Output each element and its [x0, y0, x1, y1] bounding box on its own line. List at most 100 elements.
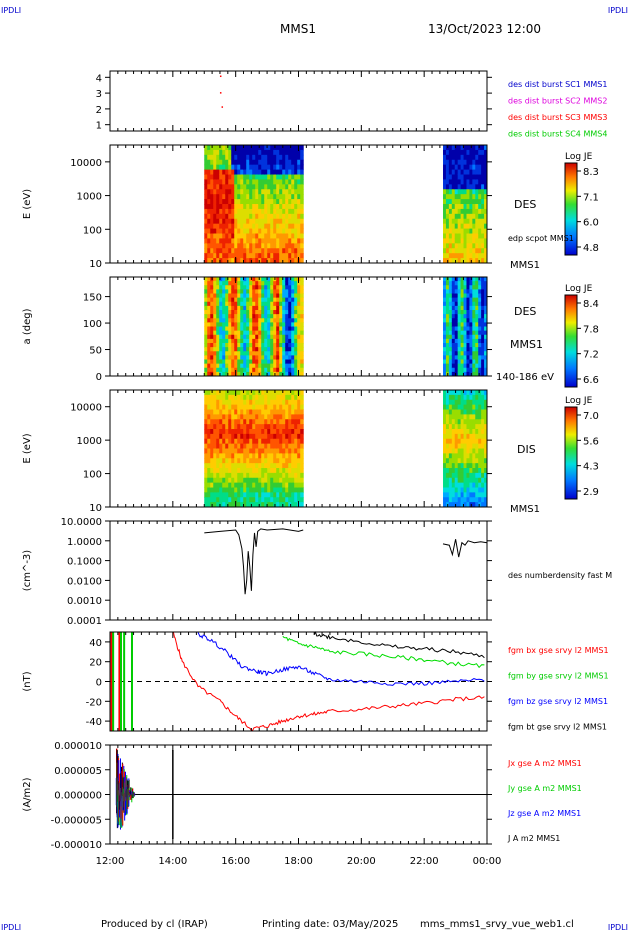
heatmap-cell — [258, 334, 262, 340]
heatmap-cell — [219, 213, 223, 220]
heatmap-cell — [255, 502, 259, 508]
heatmap-cell — [264, 419, 268, 425]
heatmap-cell — [279, 477, 283, 484]
heatmap-cell — [448, 293, 453, 299]
heatmap-cell — [270, 228, 274, 234]
heatmap-cell — [282, 154, 286, 161]
heatmap-cell — [255, 199, 259, 205]
heatmap-cell — [279, 404, 283, 410]
heatmap-cell — [267, 443, 271, 449]
heatmap-cell — [463, 453, 467, 459]
heatmap-cell — [222, 487, 226, 493]
heatmap-cell — [255, 301, 259, 307]
heatmap-cell — [294, 347, 298, 352]
heatmap-cell — [484, 326, 488, 332]
heatmap-cell — [288, 343, 292, 348]
heatmap-cell — [237, 243, 241, 249]
heatmap-cell — [216, 145, 220, 151]
heatmap-cell — [445, 343, 450, 348]
heatmap-cell — [204, 347, 208, 352]
heatmap-cell — [469, 318, 473, 323]
heatmap-cell — [219, 438, 223, 445]
heatmap-cell — [294, 164, 298, 171]
heatmap-cell — [478, 285, 482, 290]
dis-energy-colorbar-label-2: 5.6 — [583, 436, 599, 447]
heatmap-cell — [261, 253, 265, 259]
heatmap-cell — [463, 355, 467, 360]
heatmap-cell — [210, 248, 214, 254]
heatmap-cell — [472, 314, 476, 319]
heatmap-cell — [475, 326, 479, 332]
heatmap-cell — [282, 502, 286, 508]
heatmap-cell — [213, 248, 217, 254]
heatmap-cell — [264, 482, 268, 488]
heatmap-cell — [270, 355, 274, 360]
heatmap-cell — [240, 330, 244, 336]
heatmap-cell — [225, 169, 229, 175]
heatmap-cell — [475, 482, 479, 488]
heatmap-cell — [228, 424, 232, 430]
heatmap-cell — [300, 228, 304, 234]
heatmap-cell — [213, 238, 217, 244]
heatmap-cell — [228, 213, 232, 220]
heatmap-cell — [243, 301, 247, 307]
heatmap-cell — [279, 443, 283, 449]
heatmap-cell — [460, 371, 465, 377]
heatmap-cell — [240, 179, 244, 185]
heatmap-cell — [222, 154, 226, 161]
heatmap-cell — [481, 238, 485, 244]
heatmap-cell — [445, 448, 450, 454]
heatmap-cell — [443, 409, 447, 415]
heatmap-cell — [294, 184, 298, 190]
heatmap-cell — [228, 338, 232, 344]
heatmap-cell — [276, 359, 280, 365]
heatmap-cell — [484, 453, 488, 459]
heatmap-cell — [231, 502, 235, 508]
heatmap-cell — [300, 204, 304, 210]
heatmap-cell — [270, 285, 274, 290]
heatmap-cell — [216, 334, 220, 340]
heatmap-cell — [451, 404, 456, 410]
heatmap-cell — [481, 233, 485, 239]
heatmap-cell — [460, 174, 465, 180]
heatmap-cell — [297, 204, 301, 210]
heatmap-cell — [478, 429, 482, 435]
heatmap-cell — [481, 448, 485, 454]
y-axis-label-magnetic_field: (nT) — [22, 671, 33, 691]
heatmap-cell — [213, 204, 217, 210]
heatmap-cell — [463, 223, 467, 230]
heatmap-cell — [261, 169, 265, 175]
heatmap-cell — [294, 314, 298, 319]
heatmap-cell — [252, 433, 256, 440]
heatmap-cell — [204, 334, 208, 340]
heatmap-cell — [252, 394, 256, 401]
heatmap-cell — [463, 419, 467, 425]
heatmap-cell — [270, 482, 274, 488]
heatmap-cell — [475, 424, 479, 430]
heatmap-cell — [288, 482, 292, 488]
heatmap-cell — [252, 429, 256, 435]
heatmap-cell — [457, 204, 462, 210]
heatmap-cell — [261, 194, 265, 200]
heatmap-cell — [300, 359, 304, 365]
heatmap-cell — [484, 355, 488, 360]
heatmap-cell — [225, 502, 229, 508]
heatmap-cell — [273, 482, 277, 488]
heatmap-cell — [475, 390, 479, 396]
dis-energy-y-tick-1000: 1000 — [77, 436, 102, 447]
y-axis-label-density: (cm^-3) — [22, 550, 33, 591]
heatmap-cell — [475, 159, 479, 166]
heatmap-cell — [210, 487, 214, 493]
heatmap-cell — [204, 338, 208, 344]
heatmap-cell — [279, 194, 283, 200]
heatmap-cell — [448, 154, 453, 161]
heatmap-cell — [288, 351, 292, 356]
heatmap-cell — [484, 502, 488, 508]
heatmap-cell — [279, 330, 283, 336]
heatmap-cell — [472, 297, 476, 303]
heatmap-cell — [267, 448, 271, 454]
heatmap-cell — [222, 492, 226, 498]
heatmap-cell — [216, 169, 220, 175]
heatmap-cell — [267, 326, 271, 332]
heatmap-cell — [300, 433, 304, 440]
